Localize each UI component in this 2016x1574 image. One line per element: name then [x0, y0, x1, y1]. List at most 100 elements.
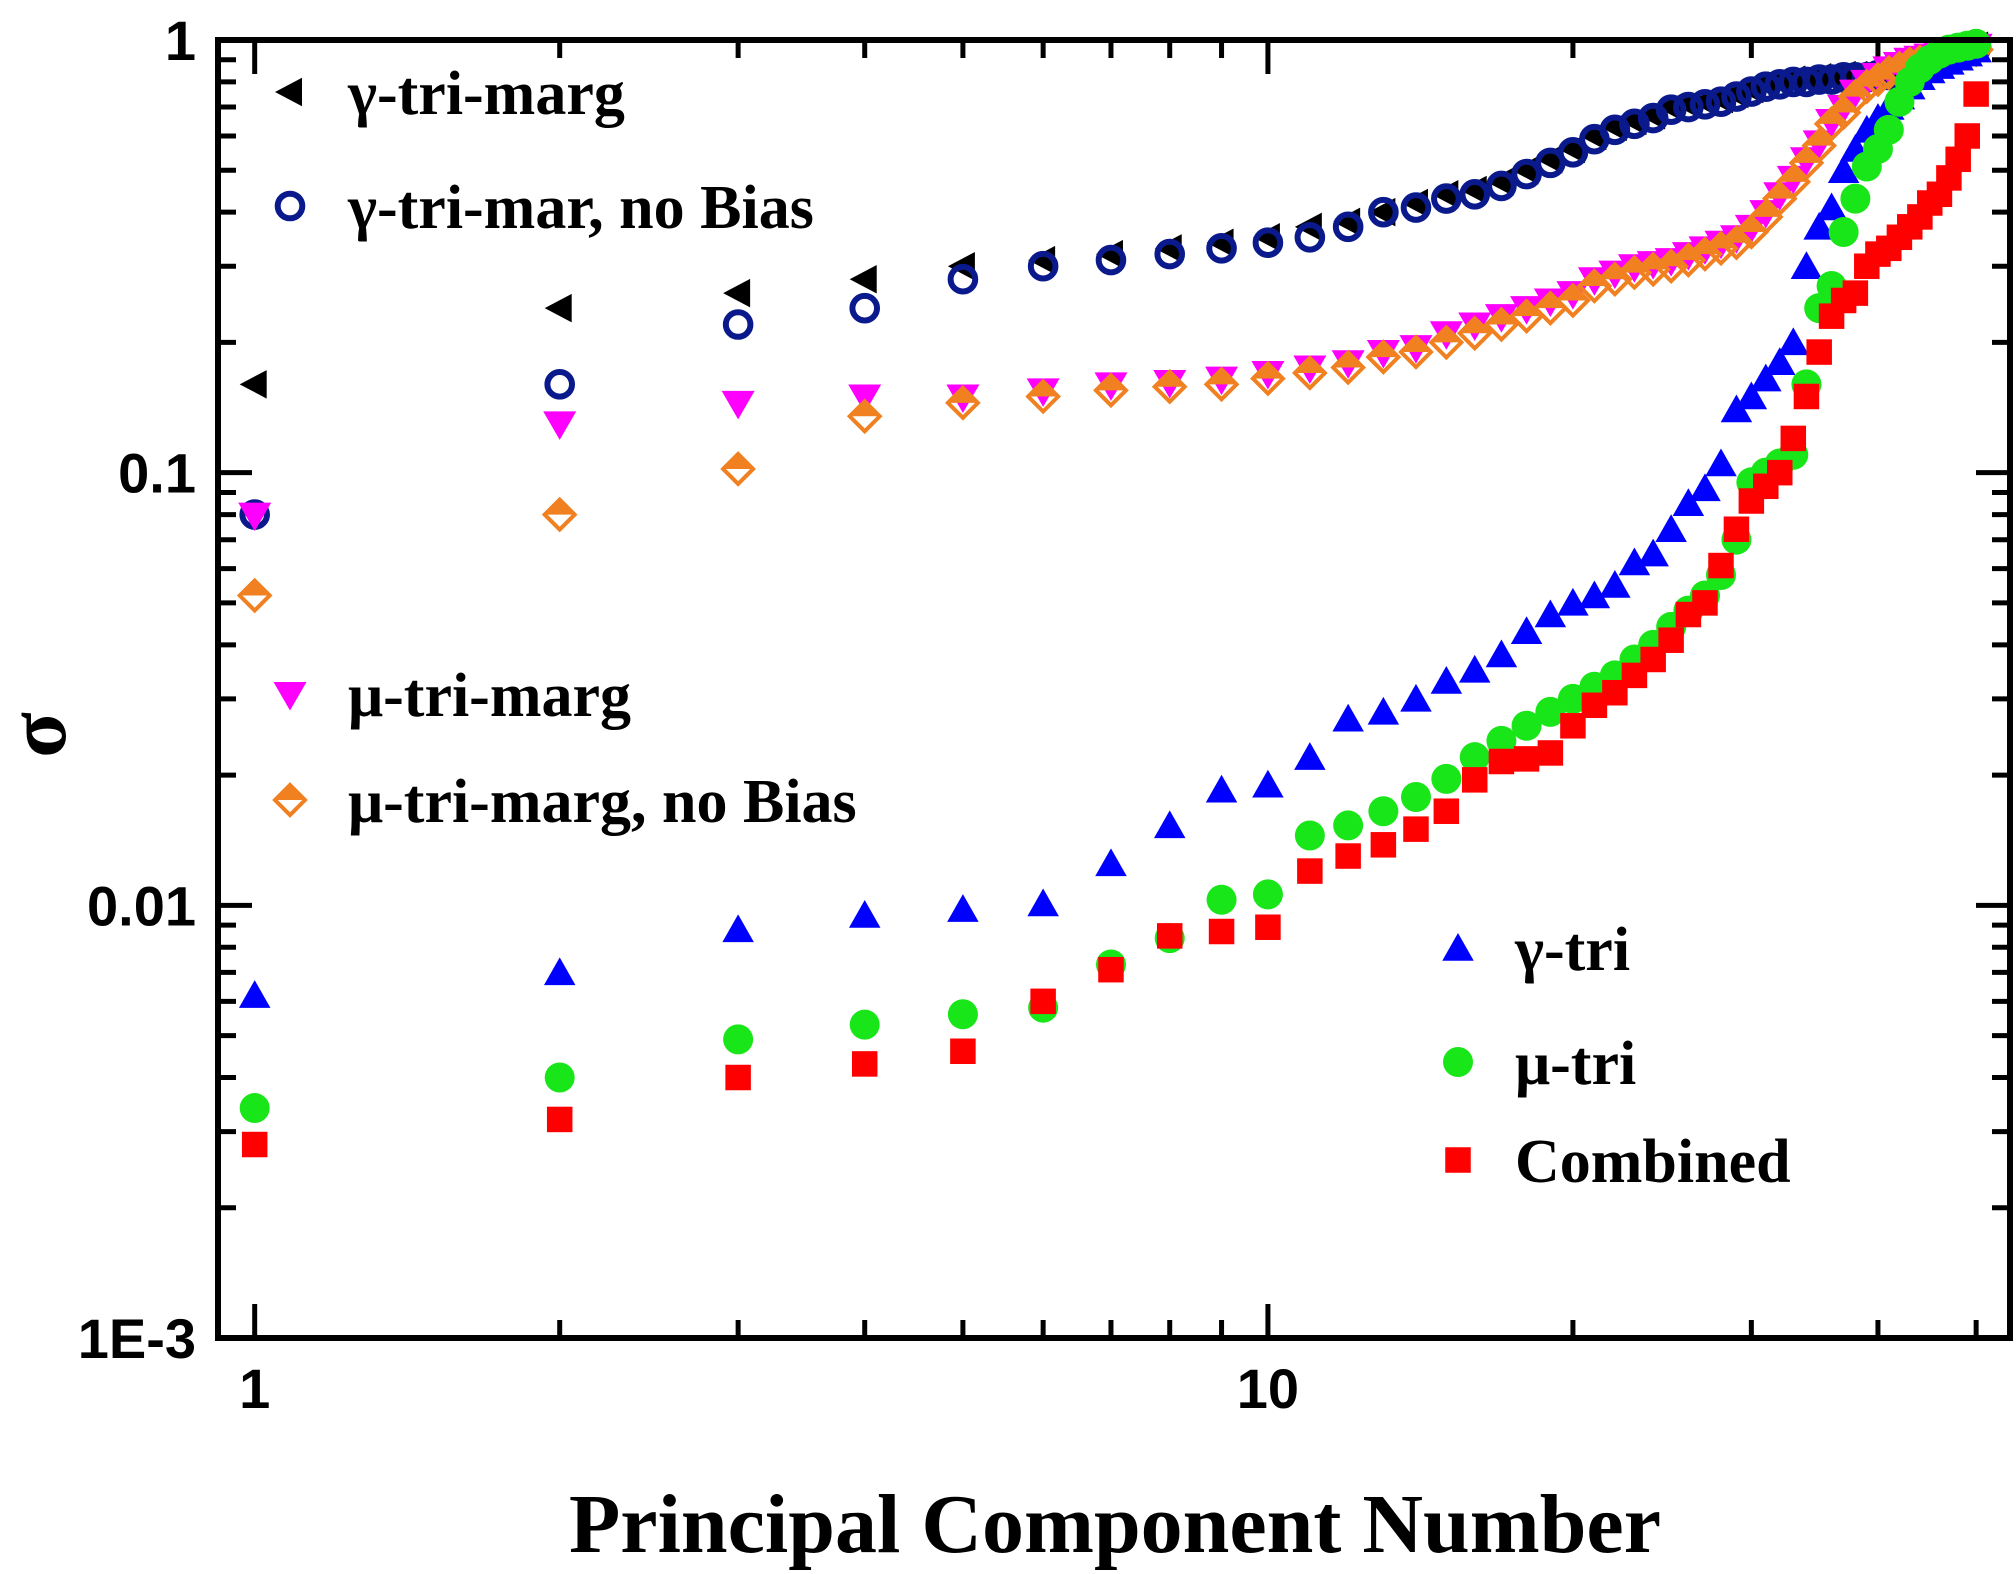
data-point — [1777, 327, 1810, 356]
data-point — [1430, 665, 1463, 694]
data-point — [546, 1106, 573, 1133]
data-point — [239, 370, 267, 399]
data-point — [720, 451, 756, 487]
data-point — [1400, 683, 1432, 712]
axis-tick-labels: 1 0.1 0.01 1E-3 1 10 — [78, 9, 1299, 1420]
data-point — [1332, 211, 1364, 243]
data-point — [1873, 114, 1904, 145]
data-point — [1842, 280, 1869, 306]
data-point — [1252, 769, 1284, 798]
data-point — [1618, 547, 1651, 576]
data-point — [945, 385, 981, 421]
data-point — [241, 1131, 268, 1158]
data-point — [1027, 250, 1059, 282]
data-point — [1428, 324, 1465, 361]
data-point — [544, 369, 576, 400]
data-point — [1775, 164, 1812, 200]
data-point — [1828, 216, 1859, 247]
data-point — [722, 309, 754, 340]
data-point — [1297, 858, 1323, 884]
data-point — [1456, 315, 1493, 352]
data-point — [723, 278, 751, 308]
data-point — [1025, 378, 1061, 415]
data-point — [947, 999, 978, 1030]
data-point — [1803, 211, 1835, 240]
data-point — [1708, 552, 1734, 579]
legend: γ-tri-marg γ-tri-mar, no Bias μ-tri-marg μ-… — [272, 60, 1791, 1196]
data-point — [1736, 76, 1767, 107]
data-point — [1670, 242, 1707, 278]
data-point — [1255, 914, 1281, 940]
data-point — [1750, 71, 1782, 102]
data-point — [1431, 183, 1462, 214]
legend-marker — [275, 77, 302, 107]
data-point — [1294, 742, 1326, 770]
legend-label: γ-tri-marg — [347, 60, 625, 128]
data-point — [1250, 360, 1286, 397]
data-point — [723, 1024, 754, 1055]
data-point — [1840, 183, 1871, 214]
data-point — [1095, 848, 1127, 877]
data-point — [849, 292, 881, 324]
data-point — [1961, 28, 1992, 59]
legend-label: μ-tri-marg, no Bias — [348, 768, 857, 836]
data-point — [1368, 796, 1399, 827]
legend-label: γ-tri — [1514, 916, 1630, 984]
legend-marker — [274, 190, 306, 222]
legend-label: γ-tri-mar, no Bias — [347, 174, 814, 242]
data-point — [1332, 703, 1364, 732]
data-point — [1486, 170, 1517, 202]
data-point — [1206, 884, 1237, 915]
legend-item: Combined — [1445, 1128, 1791, 1196]
data-point — [848, 899, 881, 928]
y-tick-label: 1 — [165, 9, 196, 72]
x-axis-title: Principal Component Number — [569, 1478, 1661, 1571]
data-point — [1398, 334, 1434, 370]
data-point — [1400, 781, 1431, 812]
data-point — [721, 390, 755, 420]
data-point — [1780, 425, 1807, 452]
data-point — [543, 957, 576, 986]
legend-marker — [1445, 1147, 1471, 1173]
x-tick-label: 10 — [1237, 1357, 1299, 1420]
data-point — [1954, 123, 1980, 149]
data-point — [1723, 516, 1750, 542]
data-point — [1750, 363, 1782, 392]
legend-marker — [272, 782, 308, 818]
data-point — [1705, 448, 1737, 477]
data-point — [947, 894, 979, 922]
data-point — [238, 980, 271, 1008]
data-point — [1537, 740, 1564, 766]
data-point — [849, 264, 877, 294]
data-point — [1333, 810, 1364, 841]
data-point — [1203, 366, 1240, 403]
data-point — [543, 411, 577, 440]
data-point — [1294, 221, 1326, 253]
data-point — [1788, 145, 1825, 181]
data-point — [239, 1093, 270, 1124]
data-point — [947, 263, 979, 295]
data-point — [1488, 748, 1515, 775]
y-tick-label: 1E-3 — [78, 1307, 196, 1370]
data-point — [1400, 192, 1432, 223]
legend-item: γ-tri-marg — [275, 60, 625, 128]
data-point — [1827, 155, 1860, 183]
data-point — [1370, 832, 1397, 858]
data-point — [541, 496, 578, 533]
data-point — [1208, 918, 1235, 945]
data-point — [1658, 627, 1684, 653]
data-point — [1431, 763, 1462, 794]
data-point — [1619, 108, 1650, 140]
data-point — [238, 502, 272, 532]
data-point — [1637, 538, 1669, 567]
data-point — [1689, 89, 1721, 120]
data-point — [1721, 81, 1752, 112]
data-point — [1365, 339, 1402, 375]
data-point — [1692, 590, 1718, 616]
data-point — [1154, 238, 1186, 270]
data-point — [1206, 233, 1237, 264]
data-point — [1534, 599, 1567, 628]
data-point — [1098, 956, 1124, 983]
data-point — [1252, 879, 1283, 910]
data-point — [1486, 725, 1517, 756]
